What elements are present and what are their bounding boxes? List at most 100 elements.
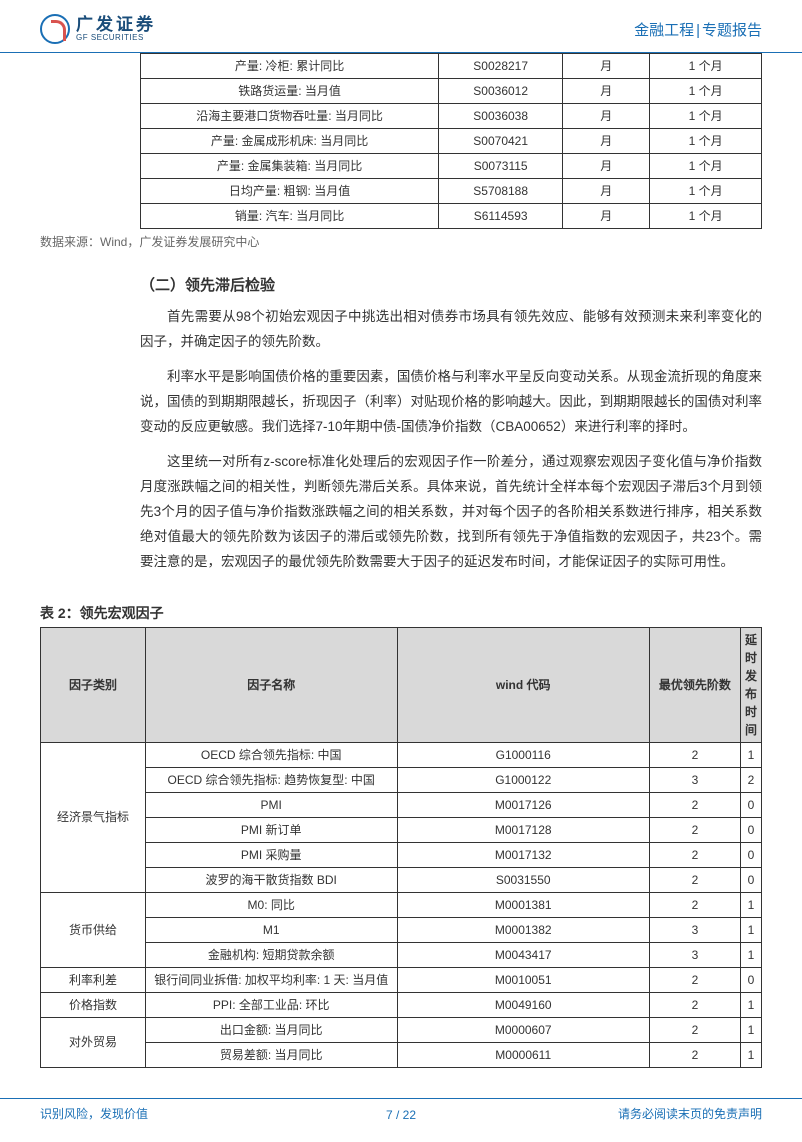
table-cell: M0010051: [397, 967, 649, 992]
table-cell: 1 个月: [650, 79, 762, 104]
table-row: 沿海主要港口货物吞吐量: 当月同比S0036038月1 个月: [141, 104, 762, 129]
table-header-cell: 最优领先阶数: [649, 627, 740, 742]
table-cell: M0000607: [397, 1017, 649, 1042]
doctype-text: 专题报告: [702, 22, 762, 39]
table-cell: 销量: 汽车: 当月同比: [141, 204, 439, 229]
table-cell: S0031550: [397, 867, 649, 892]
table-cell: 1: [740, 1042, 761, 1067]
table-cell: M0000611: [397, 1042, 649, 1067]
logo-cn: 广发证券: [76, 16, 156, 34]
table-cell: 2: [649, 892, 740, 917]
footer-left: 识别风险，发现价值: [40, 1105, 148, 1122]
table-cell: M0001381: [397, 892, 649, 917]
table-cell: 2: [649, 1042, 740, 1067]
table-cell: 日均产量: 粗钢: 当月值: [141, 179, 439, 204]
table-cell: 贸易差额: 当月同比: [145, 1042, 397, 1067]
table-header-cell: wind 代码: [397, 627, 649, 742]
table-cell: 2: [649, 792, 740, 817]
table-cell: S0070421: [439, 129, 563, 154]
table-cell: 0: [740, 792, 761, 817]
table-cell: M0043417: [397, 942, 649, 967]
table-cell: M1: [145, 917, 397, 942]
table2-title: 表 2：领先宏观因子: [0, 585, 802, 627]
table-cell: 1 个月: [650, 204, 762, 229]
table-cell: 2: [649, 867, 740, 892]
table-row: 产量: 金属成形机床: 当月同比S0070421月1 个月: [141, 129, 762, 154]
table2-container: 因子类别因子名称wind 代码最优领先阶数延时发布时间 经济景气指标OECD 综…: [0, 627, 802, 1068]
table-row: 利率利差银行间同业拆借: 加权平均利率: 1 天: 当月值M001005120: [41, 967, 762, 992]
page-current: 7: [386, 1108, 393, 1122]
table-cell: 月: [563, 79, 650, 104]
table-row: PMI 新订单M001712820: [41, 817, 762, 842]
table-cell: S0036012: [439, 79, 563, 104]
table-row: 销量: 汽车: 当月同比S6114593月1 个月: [141, 204, 762, 229]
table-cell: M0017132: [397, 842, 649, 867]
table-cell: 2: [649, 1017, 740, 1042]
logo-text: 广发证券 GF SECURITIES: [76, 16, 156, 42]
table-cell: S0073115: [439, 154, 563, 179]
table-cell: G1000122: [397, 767, 649, 792]
table-cell: M0017126: [397, 792, 649, 817]
logo-en: GF SECURITIES: [76, 34, 156, 42]
table-cell: 出口金额: 当月同比: [145, 1017, 397, 1042]
table-row: OECD 综合领先指标: 趋势恢复型: 中国G100012232: [41, 767, 762, 792]
table-row: 金融机构: 短期贷款余额M004341731: [41, 942, 762, 967]
table-row: 铁路货运量: 当月值S0036012月1 个月: [141, 79, 762, 104]
table-cell: PMI 采购量: [145, 842, 397, 867]
table-row: 对外贸易出口金额: 当月同比M000060721: [41, 1017, 762, 1042]
table-cell: 0: [740, 842, 761, 867]
table-cell: 3: [649, 767, 740, 792]
table-cell: 2: [649, 842, 740, 867]
table-cell: S0036038: [439, 104, 563, 129]
table-cell: 2: [740, 767, 761, 792]
table-cell: 1 个月: [650, 104, 762, 129]
footer-page-number: 7 / 22: [386, 1108, 416, 1122]
table-cell: M0017128: [397, 817, 649, 842]
table-cell: 银行间同业拆借: 加权平均利率: 1 天: 当月值: [145, 967, 397, 992]
table-cell: PMI 新订单: [145, 817, 397, 842]
table-cell: 1 个月: [650, 179, 762, 204]
table-row: M1M000138231: [41, 917, 762, 942]
table-cell: G1000116: [397, 742, 649, 767]
table-cell: 2: [649, 742, 740, 767]
table-cell: S6114593: [439, 204, 563, 229]
table-row: PMI 采购量M001713220: [41, 842, 762, 867]
paragraph-3: 这里统一对所有z-score标准化处理后的宏观因子作一阶差分，通过观察宏观因子变…: [140, 450, 762, 575]
table-cell: 波罗的海干散货指数 BDI: [145, 867, 397, 892]
table-cell: M0049160: [397, 992, 649, 1017]
table-cell: 铁路货运量: 当月值: [141, 79, 439, 104]
category-text: 金融工程: [634, 22, 694, 39]
table-cell: 1: [740, 1017, 761, 1042]
table-cell: 0: [740, 867, 761, 892]
logo-mark-icon: [40, 14, 70, 44]
table-cell: 2: [649, 992, 740, 1017]
table-cell: PMI: [145, 792, 397, 817]
table-cell: 0: [740, 817, 761, 842]
table-cell: 3: [649, 917, 740, 942]
table-row: 贸易差额: 当月同比M000061121: [41, 1042, 762, 1067]
table-cell: S0028217: [439, 54, 563, 79]
header-category: 金融工程|专题报告: [634, 19, 762, 40]
table-row: 日均产量: 粗钢: 当月值S5708188月1 个月: [141, 179, 762, 204]
table-row: 价格指数PPI: 全部工业品: 环比M004916021: [41, 992, 762, 1017]
table1: 产量: 冷柜: 累计同比S0028217月1 个月铁路货运量: 当月值S0036…: [140, 53, 762, 229]
table-cell: OECD 综合领先指标: 中国: [145, 742, 397, 767]
table-cell: 产量: 金属成形机床: 当月同比: [141, 129, 439, 154]
body-text: （二）领先滞后检验 首先需要从98个初始宏观因子中挑选出相对债券市场具有领先效应…: [0, 250, 802, 575]
category-cell: 价格指数: [41, 992, 146, 1017]
table-cell: M0001382: [397, 917, 649, 942]
table-cell: 2: [649, 817, 740, 842]
table-cell: 月: [563, 179, 650, 204]
separator: |: [696, 22, 700, 39]
table-row: 波罗的海干散货指数 BDIS003155020: [41, 867, 762, 892]
table-row: 产量: 冷柜: 累计同比S0028217月1 个月: [141, 54, 762, 79]
table-cell: 产量: 金属集装箱: 当月同比: [141, 154, 439, 179]
paragraph-2: 利率水平是影响国债价格的重要因素，国债价格与利率水平呈反向变动关系。从现金流折现…: [140, 365, 762, 440]
table-cell: 3: [649, 942, 740, 967]
table-cell: 1: [740, 942, 761, 967]
table-cell: 1: [740, 892, 761, 917]
category-cell: 经济景气指标: [41, 742, 146, 892]
table-header-cell: 因子名称: [145, 627, 397, 742]
table-cell: 1: [740, 742, 761, 767]
table-cell: 2: [649, 967, 740, 992]
